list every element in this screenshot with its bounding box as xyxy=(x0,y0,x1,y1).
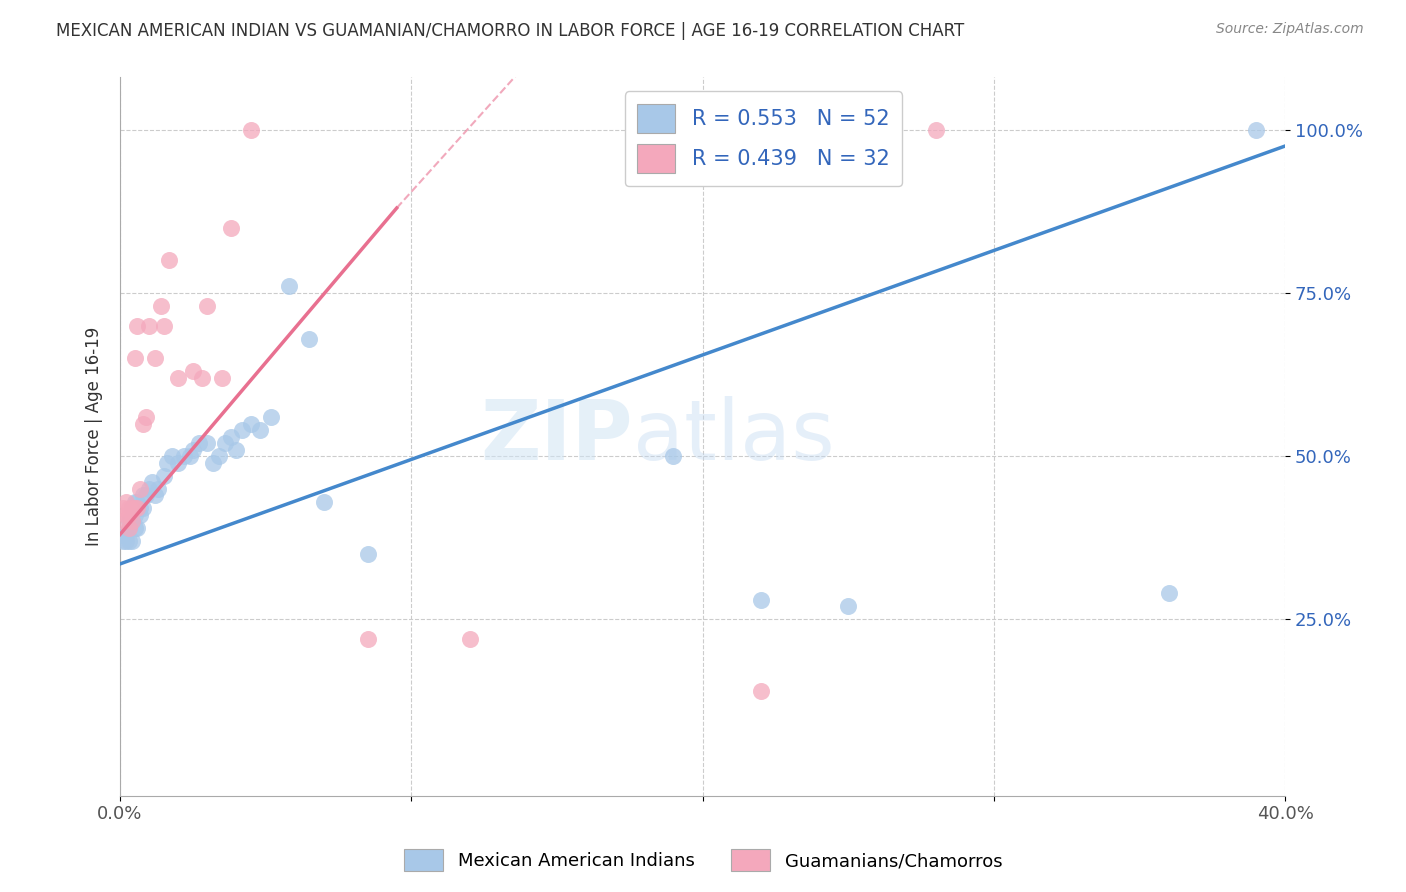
Point xyxy=(662,449,685,463)
Point xyxy=(129,501,152,516)
Point xyxy=(118,521,141,535)
Point xyxy=(1157,586,1180,600)
Point xyxy=(121,501,143,516)
Legend: Mexican American Indians, Guamanians/Chamorros: Mexican American Indians, Guamanians/Cha… xyxy=(396,842,1010,879)
Point xyxy=(127,318,149,333)
Point xyxy=(111,501,134,516)
Point xyxy=(195,299,218,313)
Point xyxy=(219,429,242,443)
Point xyxy=(118,534,141,549)
Point xyxy=(118,521,141,535)
Point xyxy=(159,253,181,268)
Point xyxy=(312,495,335,509)
Point xyxy=(127,501,149,516)
Point xyxy=(1244,122,1267,136)
Point xyxy=(155,456,177,470)
Point xyxy=(121,501,143,516)
Point xyxy=(179,449,201,463)
Point xyxy=(277,279,299,293)
Point xyxy=(187,436,209,450)
Point xyxy=(124,521,146,535)
Text: ZIP: ZIP xyxy=(481,396,633,477)
Point xyxy=(127,501,149,516)
Point xyxy=(141,475,163,490)
Point xyxy=(129,508,152,522)
Point xyxy=(146,482,169,496)
Point xyxy=(240,417,263,431)
Point xyxy=(111,534,134,549)
Point xyxy=(143,488,166,502)
Point xyxy=(121,515,143,529)
Point xyxy=(121,534,143,549)
Point xyxy=(127,495,149,509)
Point xyxy=(260,409,283,424)
Point xyxy=(298,332,321,346)
Point xyxy=(111,515,134,529)
Point xyxy=(132,417,155,431)
Point xyxy=(211,371,233,385)
Point xyxy=(181,442,204,457)
Point xyxy=(202,456,225,470)
Text: atlas: atlas xyxy=(633,396,834,477)
Point xyxy=(231,423,253,437)
Text: MEXICAN AMERICAN INDIAN VS GUAMANIAN/CHAMORRO IN LABOR FORCE | AGE 16-19 CORRELA: MEXICAN AMERICAN INDIAN VS GUAMANIAN/CHA… xyxy=(56,22,965,40)
Point xyxy=(181,364,204,378)
Point xyxy=(143,351,166,366)
Point xyxy=(749,684,772,698)
Point xyxy=(124,501,146,516)
Point xyxy=(124,495,146,509)
Point xyxy=(356,547,378,561)
Point xyxy=(132,501,155,516)
Point xyxy=(356,632,378,646)
Point xyxy=(190,371,212,385)
Point xyxy=(837,599,859,614)
Point xyxy=(924,122,946,136)
Point xyxy=(152,468,174,483)
Point xyxy=(135,409,157,424)
Point xyxy=(135,488,157,502)
Point xyxy=(138,318,160,333)
Point xyxy=(127,521,149,535)
Point xyxy=(208,449,231,463)
Point xyxy=(118,508,141,522)
Point xyxy=(124,508,146,522)
Point xyxy=(162,449,184,463)
Point xyxy=(121,515,143,529)
Point xyxy=(114,508,136,522)
Point xyxy=(138,482,160,496)
Point xyxy=(195,436,218,450)
Point xyxy=(149,299,172,313)
Point xyxy=(114,527,136,541)
Legend: R = 0.553   N = 52, R = 0.439   N = 32: R = 0.553 N = 52, R = 0.439 N = 32 xyxy=(624,92,901,186)
Point xyxy=(118,515,141,529)
Point xyxy=(114,495,136,509)
Point xyxy=(240,122,263,136)
Y-axis label: In Labor Force | Age 16-19: In Labor Force | Age 16-19 xyxy=(86,327,103,546)
Text: Source: ZipAtlas.com: Source: ZipAtlas.com xyxy=(1216,22,1364,37)
Point xyxy=(114,534,136,549)
Point xyxy=(749,592,772,607)
Point xyxy=(173,449,195,463)
Point xyxy=(225,442,247,457)
Point xyxy=(167,371,190,385)
Point xyxy=(219,220,242,235)
Point xyxy=(214,436,236,450)
Point xyxy=(152,318,174,333)
Point xyxy=(129,482,152,496)
Point xyxy=(458,632,481,646)
Point xyxy=(249,423,271,437)
Point xyxy=(124,351,146,366)
Point xyxy=(118,501,141,516)
Point xyxy=(167,456,190,470)
Point xyxy=(132,488,155,502)
Point xyxy=(111,527,134,541)
